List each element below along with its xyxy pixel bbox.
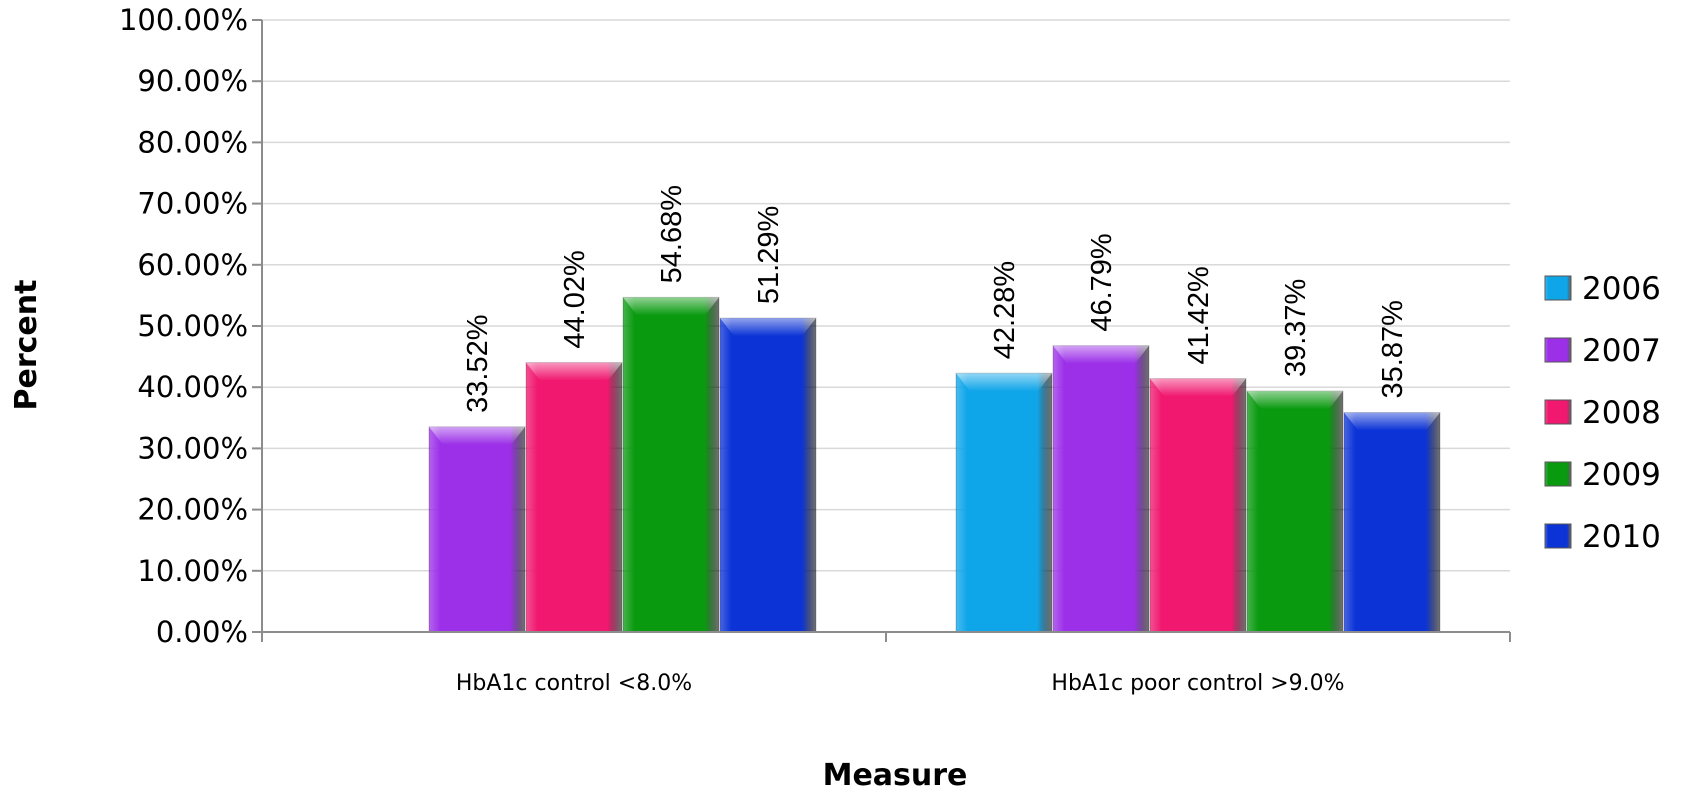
legend-label-2010: 2010: [1582, 519, 1661, 555]
y-tick-label: 90.00%: [137, 64, 248, 98]
legend-swatch-2010: [1544, 523, 1572, 549]
bar-2006-2: [955, 372, 1053, 633]
data-label: 33.52%: [462, 314, 494, 412]
data-label: 39.37%: [1280, 279, 1312, 377]
y-tick-label: 50.00%: [137, 309, 248, 343]
y-tick-label: 100.00%: [119, 3, 248, 37]
y-tick-label: 0.00%: [156, 615, 248, 649]
y-tick-label: 80.00%: [137, 125, 248, 159]
y-tick-label: 30.00%: [137, 431, 248, 465]
data-label: 51.29%: [753, 206, 785, 304]
bar-bevel: [1247, 391, 1343, 410]
data-label: 46.79%: [1086, 233, 1118, 331]
bar-2010-1: [719, 317, 817, 633]
bar-bevel: [526, 362, 622, 381]
bar-2007-1: [428, 426, 526, 633]
x-category-label: HbA1c control <8.0%: [456, 671, 692, 696]
legend-label-2008: 2008: [1582, 395, 1661, 431]
data-labels: 33.52% 44.02% 54.68% 51.29% 42.28% 46.79% 41.4…: [462, 185, 1409, 413]
bar-2008-2: [1149, 378, 1247, 633]
data-label: 42.28%: [989, 261, 1021, 359]
data-label: 35.87%: [1377, 300, 1409, 398]
legend-label-2006: 2006: [1582, 271, 1661, 307]
y-axis-title: Percent: [9, 280, 44, 411]
x-axis-category-labels: HbA1c control <8.0% HbA1c poor control >9…: [456, 671, 1345, 696]
y-axis-tick-labels: 0.00% 10.00% 20.00% 30.00% 40.00% 50.00% 60.00…: [119, 3, 248, 649]
legend-label-2007: 2007: [1582, 333, 1661, 369]
legend-label-2009: 2009: [1582, 457, 1661, 493]
bar-bevel: [720, 318, 816, 337]
data-label: 44.02%: [559, 250, 591, 348]
y-tick-label: 20.00%: [137, 493, 248, 527]
y-tick-label: 40.00%: [137, 370, 248, 404]
bar-2007-2: [1052, 345, 1150, 633]
bar-bevel: [429, 426, 525, 445]
legend: 2006 2007 2008 2009 2010: [1544, 271, 1661, 555]
x-axis-title: Measure: [823, 758, 968, 787]
y-tick-label: 60.00%: [137, 248, 248, 282]
bar-bevel: [1150, 378, 1246, 397]
data-label: 41.42%: [1183, 266, 1215, 364]
bar-bevel: [623, 297, 719, 316]
legend-swatch-2007: [1544, 337, 1572, 363]
legend-swatch-2008: [1544, 399, 1572, 425]
bar-2009-1: [622, 296, 720, 633]
bar-2009-2: [1246, 390, 1344, 633]
y-tick-label: 10.00%: [137, 554, 248, 588]
bar-bevel: [1053, 345, 1149, 364]
bars: [428, 296, 1441, 633]
axes: [261, 20, 1511, 642]
y-tick-label: 70.00%: [137, 187, 248, 221]
x-category-label: HbA1c poor control >9.0%: [1051, 671, 1344, 696]
bar-2008-1: [525, 362, 623, 633]
legend-swatch-2006: [1544, 275, 1572, 301]
legend-swatch-2009: [1544, 461, 1572, 487]
data-label: 54.68%: [656, 185, 688, 283]
bar-2010-2: [1343, 411, 1441, 633]
bar-bevel: [956, 373, 1052, 392]
bar-bevel: [1344, 412, 1440, 431]
